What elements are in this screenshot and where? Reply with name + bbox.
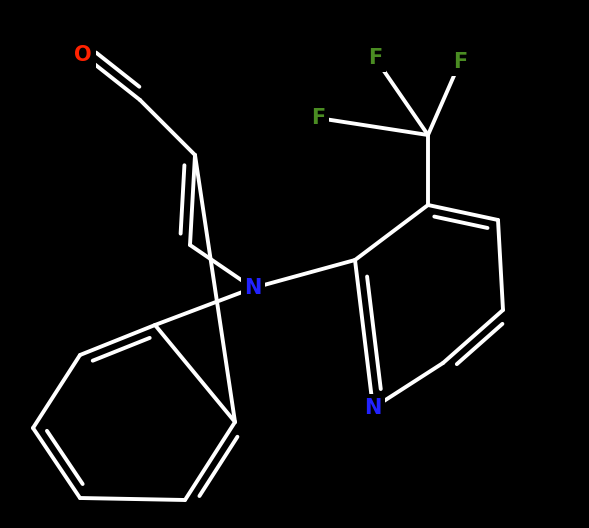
Text: F: F bbox=[368, 48, 382, 68]
Text: F: F bbox=[311, 108, 325, 128]
Text: F: F bbox=[453, 52, 467, 72]
Text: O: O bbox=[74, 45, 92, 65]
Text: N: N bbox=[244, 278, 262, 298]
Text: N: N bbox=[365, 398, 382, 418]
